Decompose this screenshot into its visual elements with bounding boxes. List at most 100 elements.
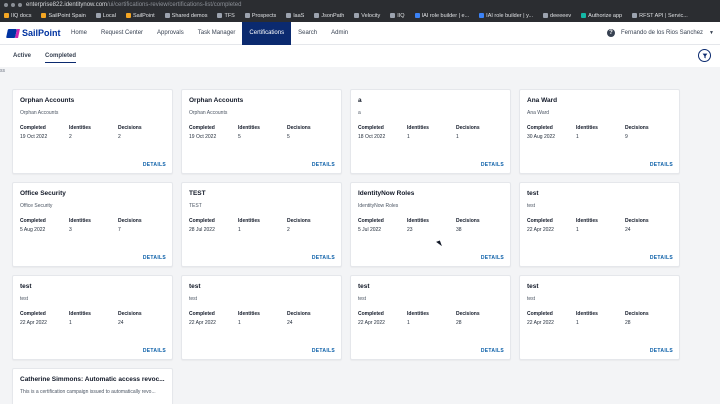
url-text[interactable]: enterprise822.identitynow.com/ui/certifi…	[26, 2, 241, 8]
certification-card[interactable]: test test Completed 22 Apr 2022 Identities 1 D…	[350, 275, 511, 360]
tab-completed[interactable]: Completed	[45, 45, 77, 67]
bookmark-item[interactable]: SailPoint	[125, 12, 155, 19]
decisions-count-label: Decisions	[625, 311, 649, 317]
completed-date: Completed 30 Aug 2022	[527, 125, 576, 140]
nav-item-home[interactable]: Home	[71, 30, 88, 36]
decisions-count-value: 2	[118, 134, 121, 140]
tab-active[interactable]: Active	[13, 53, 32, 59]
completed-date: Completed 28 Jul 2022	[189, 218, 238, 233]
help-icon[interactable]: ?	[606, 29, 615, 37]
identities-count-label: Identities	[69, 311, 91, 317]
card-subtitle: test	[189, 296, 198, 302]
filter-icon[interactable]	[698, 49, 711, 62]
card-stats: Completed 28 Jul 2022 Identities 1 Decisions…	[189, 218, 334, 233]
completed-date-label: Completed	[189, 311, 215, 317]
certification-card[interactable]: test test Completed 22 Apr 2022 Identities 1 D…	[519, 182, 680, 267]
details-link[interactable]: DETAILS	[311, 162, 335, 168]
identities-count: Identities 1	[238, 311, 287, 326]
nav-item-admin[interactable]: Admin	[331, 30, 349, 36]
sailpoint-logo[interactable]: SailPoint	[0, 28, 64, 38]
bookmark-item[interactable]: IIQ	[390, 13, 405, 19]
identities-count-label: Identities	[576, 125, 598, 131]
card-subtitle: Ana Ward	[527, 110, 550, 116]
bookmark-label: SailPoint	[132, 12, 155, 19]
bookmark-item[interactable]: RFST API | Servic...	[632, 13, 688, 19]
decisions-count: Decisions 38	[456, 218, 480, 233]
nav-item-search[interactable]: Search	[298, 30, 318, 36]
details-link[interactable]: DETAILS	[480, 348, 504, 354]
bookmark-item[interactable]: laaS	[286, 13, 304, 19]
identities-count-value: 1	[576, 134, 579, 140]
bookmark-item[interactable]: TFS	[217, 13, 235, 19]
identities-count-label: Identities	[238, 218, 260, 224]
bookmark-item[interactable]: deeeeev	[543, 13, 571, 19]
details-link[interactable]: DETAILS	[142, 255, 166, 261]
certification-card[interactable]: test test Completed 22 Apr 2022 Identities 1 D…	[519, 275, 680, 360]
card-stats: Completed 30 Aug 2022 Identities 1 Decisions…	[527, 125, 672, 140]
bookmark-item[interactable]: IIQ docs	[4, 13, 31, 19]
bookmark-item[interactable]: JsonPath	[314, 13, 344, 19]
details-link[interactable]: DETAILS	[649, 162, 673, 168]
certification-card[interactable]: a a Completed 18 Oct 2022 Identities 1 Decisio…	[350, 89, 511, 174]
bookmark-item[interactable]: Velocity	[354, 13, 380, 19]
completed-date: Completed 22 Apr 2022	[189, 311, 238, 326]
bookmark-label: deeeeev	[550, 12, 572, 19]
certification-card[interactable]: Orphan Accounts Orphan Accounts Completed 1…	[12, 89, 173, 174]
certification-card[interactable]: Office Security Office Security Completed 5…	[12, 182, 173, 267]
certification-card[interactable]: Catherine Simmons: Automatic access revo…	[12, 368, 173, 404]
certification-card[interactable]: IdentityNow Roles IdentityNow Roles Comple…	[350, 182, 511, 267]
decisions-count-value: 2	[287, 227, 290, 233]
details-link[interactable]: DETAILS	[142, 162, 166, 168]
card-title: test	[527, 190, 539, 197]
certification-card[interactable]: Ana Ward Ana Ward Completed 30 Aug 2022 Iden…	[519, 89, 680, 174]
user-menu[interactable]: Fernando de los Rios Sanchez	[620, 30, 704, 36]
identities-count: Identities 3	[69, 218, 118, 233]
completed-date: Completed 22 Apr 2022	[527, 311, 576, 326]
app-header: SailPoint Home Request Center Approvals Tas…	[0, 21, 720, 45]
certification-card[interactable]: Orphan Accounts Orphan Accounts Completed 1…	[181, 89, 342, 174]
details-link[interactable]: DETAILS	[480, 255, 504, 261]
nav-item-task-manager[interactable]: Task Manager	[197, 30, 236, 36]
bookmark-item[interactable]: IAI role builder | y...	[479, 13, 533, 19]
completed-date-label: Completed	[527, 218, 553, 224]
details-link[interactable]: DETAILS	[311, 255, 335, 261]
bookmark-icon	[479, 13, 485, 18]
nav-item-approvals[interactable]: Approvals	[157, 30, 184, 36]
details-link[interactable]: DETAILS	[649, 348, 673, 354]
decisions-count-value: 24	[287, 320, 293, 326]
details-link[interactable]: DETAILS	[142, 348, 166, 354]
bookmark-item[interactable]: Local	[95, 12, 116, 19]
card-title: Catherine Simmons: Automatic access revo…	[20, 376, 165, 383]
identities-count-value: 1	[576, 320, 579, 326]
decisions-count-value: 7	[118, 227, 121, 233]
card-subtitle: a	[358, 110, 361, 116]
decisions-count-label: Decisions	[456, 218, 480, 224]
card-title: test	[20, 283, 32, 290]
completed-date-value: 22 Apr 2022	[20, 320, 47, 326]
bookmark-label: Shared demos	[171, 12, 208, 19]
card-title: Ana Ward	[527, 97, 558, 104]
address-bar[interactable]: enterprise822.identitynow.com/ui/certifi…	[0, 0, 720, 9]
certification-card[interactable]: test test Completed 22 Apr 2022 Identities 1 D…	[12, 275, 173, 360]
bookmark-item[interactable]: Shared demos	[164, 12, 208, 19]
bookmark-item[interactable]: IAI role builder | e...	[414, 13, 469, 19]
nav-item-certifications[interactable]: Certifications	[242, 21, 292, 45]
details-link[interactable]: DETAILS	[649, 255, 673, 261]
bookmark-label: Local	[102, 12, 116, 19]
details-link[interactable]: DETAILS	[311, 348, 335, 354]
bookmark-item[interactable]: SailPoint Spain	[41, 13, 86, 19]
chevron-down-icon[interactable]: ▼	[709, 30, 714, 36]
card-stats: Completed 22 Apr 2022 Identities 1 Decisions…	[358, 311, 503, 326]
nav-item-request-center[interactable]: Request Center	[101, 30, 144, 36]
certification-card[interactable]: TEST TEST Completed 28 Jul 2022 Identities 1 D…	[181, 182, 342, 267]
identities-count: Identities 1	[407, 311, 456, 326]
details-link[interactable]: DETAILS	[480, 162, 504, 168]
card-subtitle: TEST	[189, 203, 202, 209]
card-subtitle: This is a certification campaign issued …	[20, 389, 156, 395]
bookmark-item[interactable]: Authorize app	[581, 13, 622, 19]
card-title: a	[358, 97, 362, 104]
decisions-count: Decisions 5	[287, 125, 311, 140]
identities-count-value: 1	[238, 320, 241, 326]
bookmark-item[interactable]: Prospects	[244, 13, 276, 19]
certification-card[interactable]: test test Completed 22 Apr 2022 Identities 1 D…	[181, 275, 342, 360]
